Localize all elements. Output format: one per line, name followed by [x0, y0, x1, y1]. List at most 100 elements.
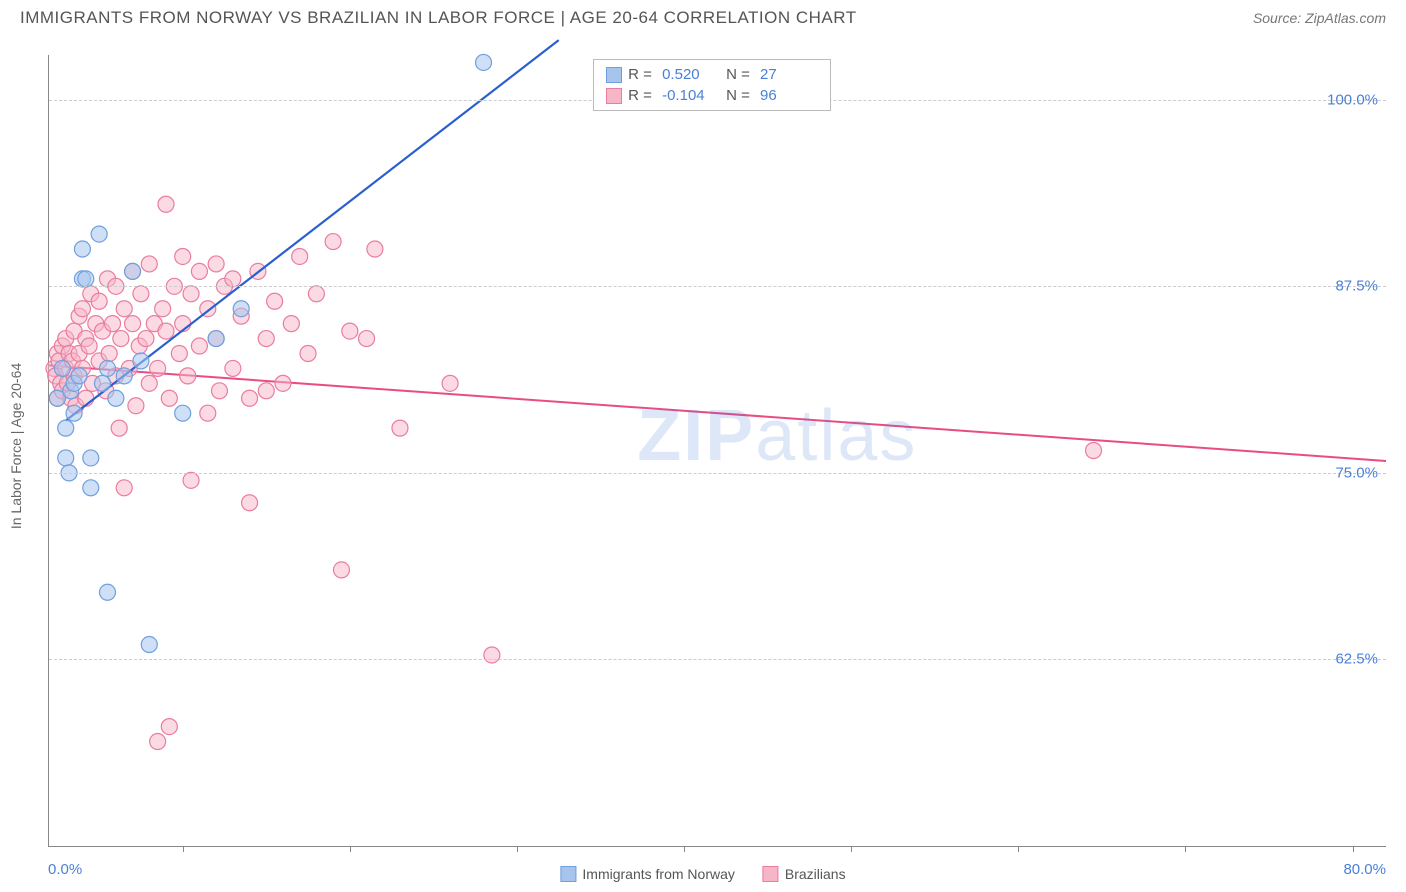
chart-header: IMMIGRANTS FROM NORWAY VS BRAZILIAN IN L…: [0, 0, 1406, 32]
data-point-blue: [54, 360, 70, 376]
correlation-legend: R = 0.520 N = 27 R = -0.104 N = 96: [593, 59, 831, 111]
legend-label-pink: Brazilians: [785, 866, 846, 882]
x-axis-min-label: 0.0%: [48, 861, 82, 878]
data-point-pink: [367, 241, 383, 257]
data-point-pink: [242, 390, 258, 406]
y-tick-label: 62.5%: [1335, 651, 1378, 668]
data-point-pink: [300, 345, 316, 361]
data-point-blue: [133, 353, 149, 369]
swatch-blue-icon: [560, 866, 576, 882]
data-point-blue: [94, 375, 110, 391]
data-point-blue: [78, 271, 94, 287]
data-point-pink: [200, 405, 216, 421]
legend-item-blue: Immigrants from Norway: [560, 866, 734, 882]
data-point-pink: [155, 301, 171, 317]
y-tick-label: 100.0%: [1327, 91, 1378, 108]
data-point-pink: [242, 495, 258, 511]
data-point-pink: [161, 719, 177, 735]
data-point-pink: [325, 234, 341, 250]
data-point-pink: [283, 316, 299, 332]
data-point-pink: [133, 286, 149, 302]
data-point-pink: [111, 420, 127, 436]
correlation-legend-row-pink: R = -0.104 N = 96: [606, 85, 818, 106]
data-point-pink: [116, 480, 132, 496]
data-point-pink: [275, 375, 291, 391]
data-point-pink: [141, 256, 157, 272]
data-point-blue: [208, 331, 224, 347]
data-point-pink: [74, 301, 90, 317]
data-point-pink: [1086, 443, 1102, 459]
data-point-pink: [175, 248, 191, 264]
data-point-pink: [308, 286, 324, 302]
data-point-pink: [392, 420, 408, 436]
legend-label-blue: Immigrants from Norway: [582, 866, 734, 882]
data-point-pink: [208, 256, 224, 272]
data-point-pink: [225, 360, 241, 376]
data-point-blue: [476, 54, 492, 70]
data-point-pink: [267, 293, 283, 309]
data-point-pink: [91, 293, 107, 309]
data-point-pink: [116, 301, 132, 317]
data-point-blue: [58, 420, 74, 436]
correlation-legend-row-blue: R = 0.520 N = 27: [606, 64, 818, 85]
data-point-pink: [484, 647, 500, 663]
data-point-blue: [99, 584, 115, 600]
data-point-pink: [180, 368, 196, 384]
data-point-pink: [342, 323, 358, 339]
data-point-pink: [150, 360, 166, 376]
x-tick: [183, 846, 184, 852]
data-point-pink: [141, 375, 157, 391]
data-point-pink: [128, 398, 144, 414]
data-point-blue: [71, 368, 87, 384]
data-point-pink: [105, 316, 121, 332]
data-point-pink: [191, 338, 207, 354]
data-point-pink: [158, 196, 174, 212]
x-axis-max-label: 80.0%: [1343, 861, 1386, 878]
data-point-blue: [108, 390, 124, 406]
series-legend: Immigrants from Norway Brazilians: [560, 866, 845, 882]
x-tick: [1353, 846, 1354, 852]
x-tick: [684, 846, 685, 852]
data-point-blue: [99, 360, 115, 376]
data-point-blue: [74, 241, 90, 257]
data-point-pink: [161, 390, 177, 406]
data-point-blue: [83, 450, 99, 466]
data-point-blue: [175, 405, 191, 421]
data-point-pink: [258, 383, 274, 399]
chart-source: Source: ZipAtlas.com: [1253, 10, 1386, 26]
grid-line: [49, 286, 1386, 287]
swatch-pink-icon: [763, 866, 779, 882]
r-value-blue: 0.520: [662, 66, 720, 83]
data-point-pink: [292, 248, 308, 264]
chart-title: IMMIGRANTS FROM NORWAY VS BRAZILIAN IN L…: [20, 8, 857, 28]
r-value-pink: -0.104: [662, 87, 720, 104]
data-point-blue: [141, 637, 157, 653]
data-point-pink: [191, 263, 207, 279]
n-value-pink: 96: [760, 87, 818, 104]
data-point-pink: [138, 331, 154, 347]
swatch-pink-icon: [606, 88, 622, 104]
grid-line: [49, 473, 1386, 474]
x-tick: [517, 846, 518, 852]
data-point-pink: [101, 345, 117, 361]
chart-svg: [49, 55, 1386, 846]
grid-line: [49, 659, 1386, 660]
y-axis-label: In Labor Force | Age 20-64: [8, 363, 24, 529]
n-value-blue: 27: [760, 66, 818, 83]
data-point-blue: [66, 405, 82, 421]
trend-line-pink: [49, 365, 1386, 461]
data-point-blue: [125, 263, 141, 279]
data-point-pink: [81, 338, 97, 354]
x-tick: [350, 846, 351, 852]
swatch-blue-icon: [606, 67, 622, 83]
data-point-pink: [158, 323, 174, 339]
data-point-pink: [258, 331, 274, 347]
data-point-pink: [225, 271, 241, 287]
data-point-pink: [442, 375, 458, 391]
data-point-blue: [58, 450, 74, 466]
data-point-blue: [91, 226, 107, 242]
data-point-pink: [150, 734, 166, 750]
x-tick: [1018, 846, 1019, 852]
chart-plot-area: R = 0.520 N = 27 R = -0.104 N = 96 ZIPat…: [48, 55, 1386, 847]
data-point-pink: [125, 316, 141, 332]
